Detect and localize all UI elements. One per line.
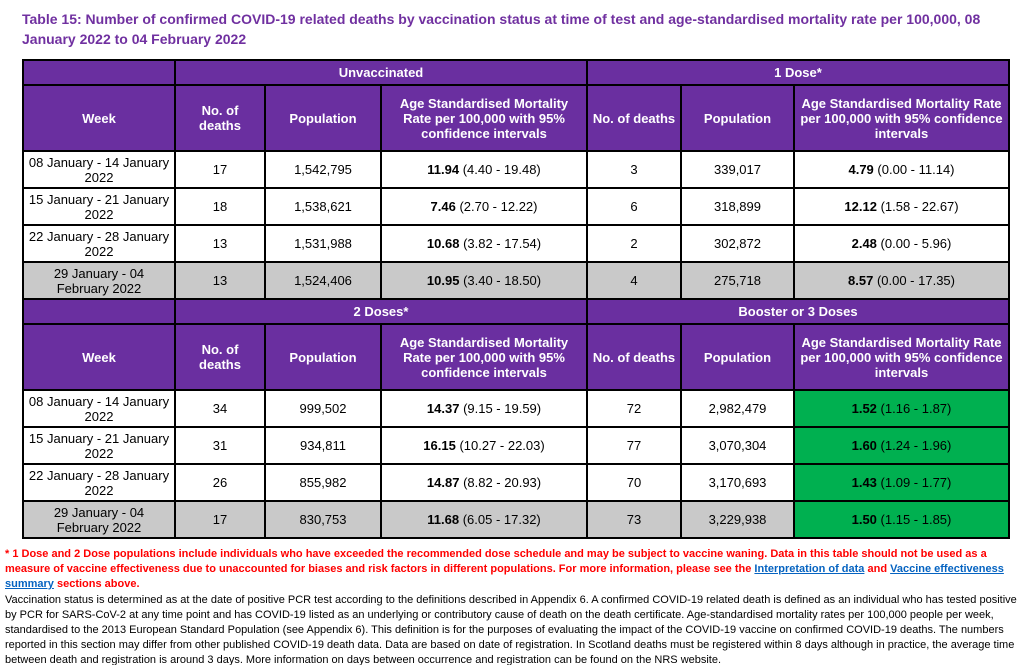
col-header-deaths: No. of deaths bbox=[174, 323, 266, 392]
col-header-deaths: No. of deaths bbox=[586, 323, 682, 392]
deaths-cell: 77 bbox=[586, 426, 682, 466]
asmr-cell: 16.15 (10.27 - 22.03) bbox=[380, 426, 588, 466]
deaths-cell: 34 bbox=[174, 389, 266, 429]
deaths-cell: 26 bbox=[174, 463, 266, 503]
covid-deaths-table: Unvaccinated 1 Dose* Week No. of deaths … bbox=[22, 59, 1010, 540]
asmr-cell: 12.12 (1.58 - 22.67) bbox=[793, 187, 1010, 227]
footnotes: * 1 Dose and 2 Dose populations include … bbox=[5, 547, 1023, 665]
footnote-sections-above-text: sections above. bbox=[53, 578, 140, 591]
group-header-1-dose: 1 Dose* bbox=[586, 59, 1010, 87]
week-cell: 22 January - 28 January 2022 bbox=[22, 224, 176, 264]
deaths-cell: 70 bbox=[586, 463, 682, 503]
footnote-disclaimer-text: * 1 Dose and 2 Dose populations include … bbox=[5, 548, 987, 576]
table-title: Table 15: Number of confirmed COVID-19 r… bbox=[22, 11, 981, 47]
population-cell: 3,070,304 bbox=[680, 426, 795, 466]
asmr-cell-booster: 1.50 (1.15 - 1.85) bbox=[793, 500, 1010, 540]
table-row: 29 January - 04 February 2022 17 830,753… bbox=[22, 500, 1010, 540]
table-row: 08 January - 14 January 2022 17 1,542,79… bbox=[22, 150, 1010, 190]
asmr-cell: 4.79 (0.00 - 11.14) bbox=[793, 150, 1010, 190]
group-header-booster: Booster or 3 Doses bbox=[586, 298, 1010, 326]
table-row: 29 January - 04 February 2022 13 1,524,4… bbox=[22, 261, 1010, 301]
week-cell: 15 January - 21 January 2022 bbox=[22, 426, 176, 466]
population-cell: 2,982,479 bbox=[680, 389, 795, 429]
week-cell: 15 January - 21 January 2022 bbox=[22, 187, 176, 227]
col-header-asmr: Age Standardised Mortality Rate per 100,… bbox=[793, 323, 1010, 392]
deaths-cell: 72 bbox=[586, 389, 682, 429]
population-cell: 1,542,795 bbox=[264, 150, 382, 190]
population-cell: 3,229,938 bbox=[680, 500, 795, 540]
week-cell: 29 January - 04 February 2022 bbox=[22, 261, 176, 301]
group-header-row: 2 Doses* Booster or 3 Doses bbox=[22, 298, 1010, 326]
table-row: 22 January - 28 January 2022 13 1,531,98… bbox=[22, 224, 1010, 264]
week-cell: 08 January - 14 January 2022 bbox=[22, 389, 176, 429]
asmr-cell: 7.46 (2.70 - 12.22) bbox=[380, 187, 588, 227]
table-row: 15 January - 21 January 2022 31 934,811 … bbox=[22, 426, 1010, 466]
col-header-population: Population bbox=[680, 323, 795, 392]
population-cell: 830,753 bbox=[264, 500, 382, 540]
asmr-cell-booster: 1.60 (1.24 - 1.96) bbox=[793, 426, 1010, 466]
week-cell: 22 January - 28 January 2022 bbox=[22, 463, 176, 503]
footnote-and-text: and bbox=[864, 563, 891, 576]
corner-cell bbox=[22, 298, 176, 326]
population-cell: 999,502 bbox=[264, 389, 382, 429]
table-row: 15 January - 21 January 2022 18 1,538,62… bbox=[22, 187, 1010, 227]
col-header-population: Population bbox=[680, 84, 795, 153]
population-cell: 1,524,406 bbox=[264, 261, 382, 301]
footnote-methodology: Vaccination status is determined as at t… bbox=[5, 594, 1017, 665]
col-header-population: Population bbox=[264, 323, 382, 392]
table-row: 22 January - 28 January 2022 26 855,982 … bbox=[22, 463, 1010, 503]
week-cell: 29 January - 04 February 2022 bbox=[22, 500, 176, 540]
table-row: 08 January - 14 January 2022 34 999,502 … bbox=[22, 389, 1010, 429]
asmr-cell: 10.95 (3.40 - 18.50) bbox=[380, 261, 588, 301]
asmr-cell-booster: 1.43 (1.09 - 1.77) bbox=[793, 463, 1010, 503]
column-header-row: Week No. of deaths Population Age Standa… bbox=[22, 323, 1010, 392]
group-header-row: Unvaccinated 1 Dose* bbox=[22, 59, 1010, 87]
group-header-unvaccinated: Unvaccinated bbox=[174, 59, 588, 87]
asmr-cell: 11.94 (4.40 - 19.48) bbox=[380, 150, 588, 190]
col-header-week: Week bbox=[22, 84, 176, 153]
col-header-asmr: Age Standardised Mortality Rate per 100,… bbox=[380, 84, 588, 153]
column-header-row: Week No. of deaths Population Age Standa… bbox=[22, 84, 1010, 153]
deaths-cell: 73 bbox=[586, 500, 682, 540]
deaths-cell: 2 bbox=[586, 224, 682, 264]
population-cell: 934,811 bbox=[264, 426, 382, 466]
deaths-cell: 6 bbox=[586, 187, 682, 227]
col-header-asmr: Age Standardised Mortality Rate per 100,… bbox=[793, 84, 1010, 153]
col-header-deaths: No. of deaths bbox=[174, 84, 266, 153]
col-header-population: Population bbox=[264, 84, 382, 153]
group-header-2-doses: 2 Doses* bbox=[174, 298, 588, 326]
asmr-cell: 14.87 (8.82 - 20.93) bbox=[380, 463, 588, 503]
col-header-deaths: No. of deaths bbox=[586, 84, 682, 153]
asmr-cell: 11.68 (6.05 - 17.32) bbox=[380, 500, 588, 540]
asmr-cell: 10.68 (3.82 - 17.54) bbox=[380, 224, 588, 264]
deaths-cell: 17 bbox=[174, 150, 266, 190]
asmr-cell: 2.48 (0.00 - 5.96) bbox=[793, 224, 1010, 264]
corner-cell bbox=[22, 59, 176, 87]
document-page: Table 15: Number of confirmed COVID-19 r… bbox=[0, 10, 1028, 665]
population-cell: 3,170,693 bbox=[680, 463, 795, 503]
asmr-cell: 8.57 (0.00 - 17.35) bbox=[793, 261, 1010, 301]
vaccine-effectiveness-summary-link[interactable]: Vaccine effectiveness summary bbox=[5, 563, 1004, 591]
deaths-cell: 4 bbox=[586, 261, 682, 301]
deaths-cell: 18 bbox=[174, 187, 266, 227]
week-cell: 08 January - 14 January 2022 bbox=[22, 150, 176, 190]
population-cell: 302,872 bbox=[680, 224, 795, 264]
asmr-cell-booster: 1.52 (1.16 - 1.87) bbox=[793, 389, 1010, 429]
population-cell: 275,718 bbox=[680, 261, 795, 301]
interpretation-of-data-link[interactable]: Interpretation of data bbox=[754, 563, 865, 576]
deaths-cell: 13 bbox=[174, 224, 266, 264]
footnote-disclaimer: * 1 Dose and 2 Dose populations include … bbox=[5, 547, 1023, 592]
col-header-week: Week bbox=[22, 323, 176, 392]
population-cell: 1,531,988 bbox=[264, 224, 382, 264]
deaths-cell: 3 bbox=[586, 150, 682, 190]
population-cell: 1,538,621 bbox=[264, 187, 382, 227]
deaths-cell: 17 bbox=[174, 500, 266, 540]
population-cell: 339,017 bbox=[680, 150, 795, 190]
deaths-cell: 13 bbox=[174, 261, 266, 301]
population-cell: 318,899 bbox=[680, 187, 795, 227]
col-header-asmr: Age Standardised Mortality Rate per 100,… bbox=[380, 323, 588, 392]
population-cell: 855,982 bbox=[264, 463, 382, 503]
asmr-cell: 14.37 (9.15 - 19.59) bbox=[380, 389, 588, 429]
deaths-cell: 31 bbox=[174, 426, 266, 466]
